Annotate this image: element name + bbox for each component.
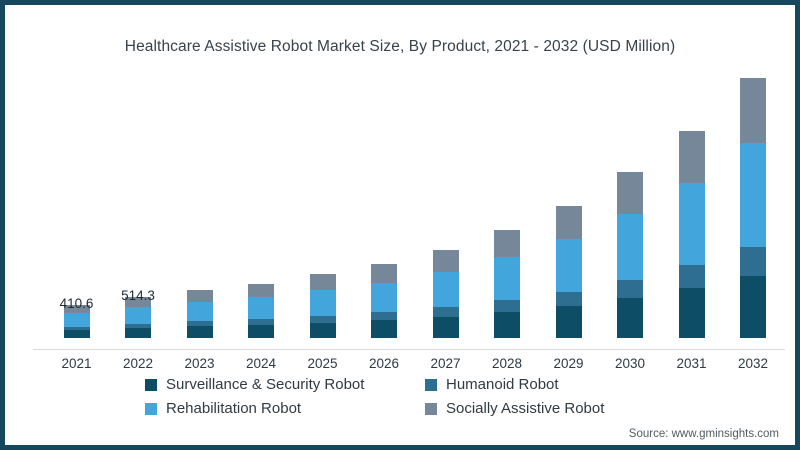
legend-label-humanoid-robot: Humanoid Robot bbox=[446, 376, 559, 393]
segment-2024-humanoid-robot bbox=[248, 318, 274, 325]
segment-2022-surveillance-security-robot bbox=[125, 328, 151, 338]
segment-2032-surveillance-security-robot bbox=[740, 275, 766, 338]
legend-item-humanoid-robot: Humanoid Robot bbox=[425, 376, 559, 393]
x-axis-label-2023: 2023 bbox=[184, 356, 215, 371]
segment-2027-rehabilitation-robot bbox=[432, 271, 459, 308]
legend-item-socially-assistive-robot: Socially Assistive Robot bbox=[425, 400, 604, 417]
segment-2023-surveillance-security-robot bbox=[186, 326, 213, 338]
data-label-2022: 514.3 bbox=[121, 287, 155, 303]
segment-2023-socially-assistive-robot bbox=[186, 289, 213, 302]
x-axis-line bbox=[33, 349, 785, 350]
segment-2025-surveillance-security-robot bbox=[309, 322, 336, 338]
segment-2026-rehabilitation-robot bbox=[371, 282, 397, 313]
segment-2023-rehabilitation-robot bbox=[186, 301, 213, 322]
segment-2031-surveillance-security-robot bbox=[678, 288, 705, 338]
legend-swatch-rehabilitation-robot bbox=[145, 402, 157, 415]
x-axis-label-2022: 2022 bbox=[122, 356, 154, 371]
segment-2032-socially-assistive-robot bbox=[740, 78, 766, 143]
segment-2031-rehabilitation-robot bbox=[678, 182, 705, 266]
x-axis-label-2032: 2032 bbox=[737, 356, 769, 371]
stacked-bar-2026 bbox=[371, 264, 397, 338]
segment-2032-rehabilitation-robot bbox=[740, 142, 766, 247]
segment-2025-rehabilitation-robot bbox=[309, 290, 336, 316]
x-axis-label-2024: 2024 bbox=[245, 356, 277, 371]
chart-title: Healthcare Assistive Robot Market Size, … bbox=[124, 38, 676, 55]
segment-2029-rehabilitation-robot bbox=[555, 238, 582, 292]
stacked-bar-2021 bbox=[63, 305, 90, 338]
segment-2029-surveillance-security-robot bbox=[555, 306, 582, 338]
stacked-bar-2025 bbox=[309, 274, 336, 338]
stacked-bar-2024 bbox=[248, 283, 274, 338]
segment-2026-surveillance-security-robot bbox=[371, 320, 397, 338]
segment-2027-socially-assistive-robot bbox=[432, 249, 459, 272]
segment-2021-surveillance-security-robot bbox=[63, 330, 90, 338]
segment-2028-surveillance-security-robot bbox=[494, 312, 520, 338]
segment-2032-humanoid-robot bbox=[740, 246, 766, 276]
stacked-bar-2027 bbox=[432, 249, 459, 338]
segment-2031-socially-assistive-robot bbox=[678, 130, 705, 183]
legend-item-rehabilitation-robot: Rehabilitation Robot bbox=[145, 400, 301, 417]
segment-2024-rehabilitation-robot bbox=[248, 297, 274, 319]
stacked-bar-2023 bbox=[186, 289, 213, 338]
segment-2024-socially-assistive-robot bbox=[248, 283, 274, 298]
x-axis-label-2026: 2026 bbox=[368, 356, 400, 371]
legend-swatch-humanoid-robot bbox=[425, 378, 437, 391]
x-axis-label-2030: 2030 bbox=[614, 356, 646, 371]
source-attribution: Source: www.gminsights.com bbox=[628, 428, 779, 440]
x-axis-label-2029: 2029 bbox=[553, 356, 584, 371]
segment-2021-socially-assistive-robot bbox=[63, 305, 90, 314]
segment-2030-socially-assistive-robot bbox=[617, 172, 643, 214]
segment-2026-socially-assistive-robot bbox=[371, 264, 397, 283]
segment-2029-humanoid-robot bbox=[555, 291, 582, 307]
legend-swatch-socially-assistive-robot bbox=[425, 402, 437, 415]
x-axis-label-2021: 2021 bbox=[61, 356, 92, 371]
data-label-2021: 410.6 bbox=[59, 296, 94, 312]
stacked-bar-2032 bbox=[740, 78, 766, 338]
segment-2030-rehabilitation-robot bbox=[617, 213, 643, 281]
segment-2030-humanoid-robot bbox=[617, 280, 643, 299]
segment-2025-socially-assistive-robot bbox=[309, 274, 336, 291]
segment-2030-surveillance-security-robot bbox=[617, 298, 643, 338]
legend-swatch-surveillance-security-robot bbox=[145, 378, 157, 391]
legend-label-surveillance-security-robot: Surveillance & Security Robot bbox=[166, 376, 365, 393]
segment-2021-humanoid-robot bbox=[63, 326, 90, 331]
segment-2022-rehabilitation-robot bbox=[125, 307, 151, 324]
stacked-bar-2031 bbox=[678, 130, 705, 338]
legend-label-rehabilitation-robot: Rehabilitation Robot bbox=[166, 400, 302, 417]
x-axis-label-2027: 2027 bbox=[430, 356, 461, 371]
x-axis-label-2025: 2025 bbox=[307, 356, 338, 371]
segment-2021-rehabilitation-robot bbox=[63, 313, 90, 327]
segment-2027-humanoid-robot bbox=[432, 307, 459, 317]
segment-2028-rehabilitation-robot bbox=[494, 257, 520, 301]
segment-2027-surveillance-security-robot bbox=[432, 316, 459, 338]
stacked-bar-2030 bbox=[617, 172, 643, 338]
legend-item-surveillance-security-robot: Surveillance & Security Robot bbox=[145, 376, 364, 393]
segment-2028-socially-assistive-robot bbox=[494, 230, 520, 257]
x-axis-label-2031: 2031 bbox=[676, 356, 707, 371]
stacked-bar-2028 bbox=[494, 230, 520, 338]
segment-2022-socially-assistive-robot bbox=[125, 296, 151, 308]
segment-2029-socially-assistive-robot bbox=[555, 206, 582, 239]
segment-2024-surveillance-security-robot bbox=[248, 324, 274, 338]
stacked-bar-2022 bbox=[125, 296, 151, 338]
legend-label-socially-assistive-robot: Socially Assistive Robot bbox=[446, 400, 605, 417]
segment-2026-humanoid-robot bbox=[371, 312, 397, 321]
stacked-bar-2029 bbox=[555, 206, 582, 338]
stacked-bar-plot: 2021 410.6 2022 514.3 2023 2024 2025 2026 2027 20… bbox=[5, 5, 795, 445]
x-axis-label-2028: 2028 bbox=[491, 356, 523, 371]
segment-2025-humanoid-robot bbox=[309, 315, 336, 323]
segment-2022-humanoid-robot bbox=[125, 323, 151, 329]
segment-2028-humanoid-robot bbox=[494, 300, 520, 313]
segment-2023-humanoid-robot bbox=[186, 321, 213, 327]
segment-2031-humanoid-robot bbox=[678, 265, 705, 289]
